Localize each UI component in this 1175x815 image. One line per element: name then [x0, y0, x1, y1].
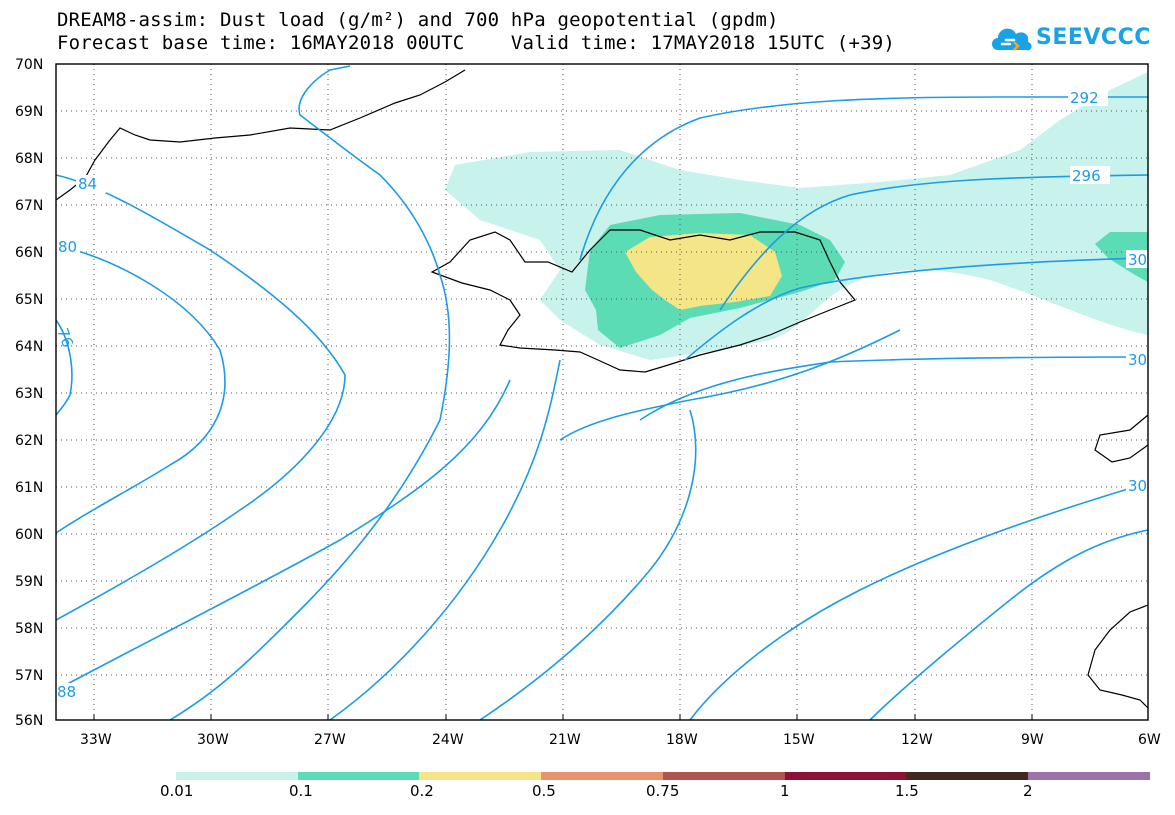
axis-ticks [93, 714, 1033, 720]
contour-label-84: 84 [78, 175, 97, 193]
colorbar-swatch [663, 772, 785, 780]
lat-label: 56N [15, 713, 43, 729]
contour-300c [559, 329, 901, 441]
contour-label-80: 80 [58, 238, 77, 256]
contour-label-76: 76 [53, 326, 76, 350]
contour-292 [579, 96, 1148, 261]
contour-300b [639, 356, 1149, 421]
lat-label: 59N [15, 574, 43, 590]
lon-label: 33W [80, 732, 112, 748]
colorbar-label: 0.1 [289, 782, 313, 800]
lon-label: 30W [197, 732, 229, 748]
lat-label: 58N [15, 621, 43, 637]
dust-shading [445, 72, 1148, 360]
contour-296 [719, 174, 1149, 311]
colorbar-swatch [785, 772, 906, 780]
colorbar-label: 0.5 [532, 782, 556, 800]
faroe-coast [1087, 604, 1149, 709]
logo-text: SEEVCCC [1036, 25, 1151, 50]
colorbar-label: 1 [780, 782, 790, 800]
map-title: DREAM8-assim: Dust load (g/m²) and 700 h… [57, 9, 779, 31]
lat-label: 69N [15, 104, 43, 120]
colorbar-swatch [298, 772, 419, 780]
contour-label-296: 296 [1072, 167, 1101, 185]
contour-s3 [329, 359, 561, 721]
lon-label: 27W [314, 732, 346, 748]
longitude-labels: 33W 30W 27W 24W 21W 18W 15W 12W 9W 6W [80, 732, 1161, 748]
lat-label: 60N [15, 527, 43, 543]
cloud-icon [992, 28, 1032, 51]
contour-label-292: 292 [1070, 89, 1099, 107]
contour-300a [684, 257, 1149, 361]
lon-label: 6W [1138, 732, 1161, 748]
dust-region-high [625, 233, 782, 310]
lat-label: 65N [15, 292, 43, 308]
contour-s1 [169, 65, 451, 721]
dust-region-east [1095, 232, 1148, 282]
iceland-coast [430, 229, 856, 373]
contour-300d [689, 482, 1149, 721]
colorbar [176, 772, 1150, 780]
colorbar-label: 2 [1023, 782, 1033, 800]
greenland-coast [55, 69, 466, 201]
contour-88 [55, 379, 511, 691]
dust-region-low [445, 72, 1148, 360]
contour-label-300-2: 30 [1128, 351, 1147, 369]
colorbar-swatch [541, 772, 663, 780]
colorbar-label: 1.5 [895, 782, 919, 800]
lon-label: 24W [432, 732, 464, 748]
lon-label: 9W [1021, 732, 1044, 748]
colorbar-label: 0.2 [410, 782, 434, 800]
colorbar-swatch [176, 772, 298, 780]
contour-80 [55, 244, 226, 534]
colorbar-swatch [906, 772, 1028, 780]
contour-76 [55, 319, 73, 416]
latitude-labels: 70N 69N 68N 67N 66N 65N 64N 63N 62N 61N … [15, 57, 43, 729]
norway-coast [1094, 414, 1149, 463]
seevccc-logo: SEEVCCC [988, 18, 1150, 58]
coastlines [55, 69, 1149, 709]
lat-label: 63N [15, 386, 43, 402]
lat-label: 64N [15, 339, 43, 355]
contour-label-88: 88 [57, 683, 76, 701]
contour-labels: 292 296 30 30 30 84 80 76 88 [53, 88, 1148, 701]
lat-label: 57N [15, 668, 43, 684]
contour-300e [869, 529, 1149, 721]
contour-label-300-3: 30 [1128, 477, 1147, 495]
lat-label: 66N [15, 245, 43, 261]
map-frame [55, 63, 1149, 721]
lon-label: 12W [901, 732, 933, 748]
colorbar-label: 0.75 [646, 782, 680, 800]
lat-label: 61N [15, 480, 43, 496]
lat-label: 67N [15, 198, 43, 214]
map-subtitle: Forecast base time: 16MAY2018 00UTC Vali… [57, 32, 896, 54]
lat-label: 70N [15, 57, 43, 73]
lon-label: 15W [783, 732, 815, 748]
contour-label-300-1: 30 [1128, 251, 1147, 269]
colorbar-swatch [1028, 772, 1150, 780]
colorbar-swatch [419, 772, 541, 780]
geopotential-contours [55, 65, 1149, 721]
lat-label: 68N [15, 151, 43, 167]
lon-label: 18W [666, 732, 698, 748]
contour-s2 [479, 409, 697, 721]
lat-label: 62N [15, 433, 43, 449]
contour-84 [55, 174, 346, 621]
lon-label: 21W [549, 732, 581, 748]
colorbar-label: 0.01 [160, 782, 194, 800]
